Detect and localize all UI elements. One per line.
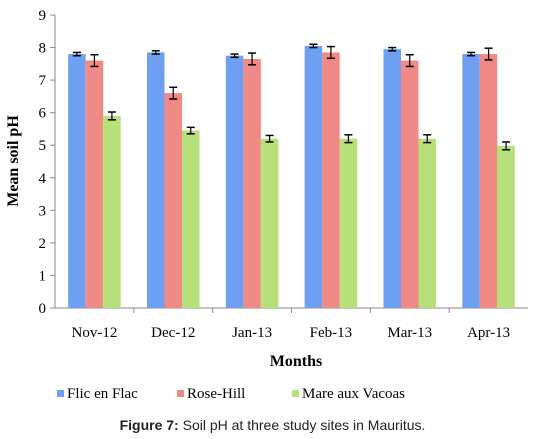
- plot-area: 0 1 2 3 4 5 6 7 8 9 Nov-12 Dec-12 Jan-13 Feb-13 Mar-13…: [39, 8, 528, 341]
- bar-rose-hill: [243, 58, 261, 309]
- bar-rose-hill: [85, 60, 104, 309]
- legend-entry: Mare aux Vacoas: [302, 386, 405, 402]
- caption-text: Soil pH at three study sites in Mauritus…: [178, 417, 426, 433]
- bar-mare-aux-vacoas: [103, 115, 121, 308]
- bar-rose-hill: [479, 54, 498, 308]
- x-axis-title: Months: [270, 353, 322, 370]
- y-tick-label: 2: [39, 236, 47, 252]
- legend-swatch: [177, 390, 184, 397]
- legend-entry: Flic en Flac: [67, 386, 138, 402]
- caption-label: Figure 7:: [119, 417, 179, 433]
- bar-flic-en-flac: [462, 54, 480, 308]
- bar-chart: 0 1 2 3 4 5 6 7 8 9 Nov-12 Dec-12 Jan-13 Feb-13 Mar-13…: [5, 8, 528, 402]
- legend-swatch: [57, 390, 64, 397]
- bar-flic-en-flac: [68, 54, 86, 308]
- x-tick-label: Apr-13: [467, 325, 510, 341]
- y-tick-label: 3: [39, 203, 47, 219]
- y-tick-label: 5: [39, 138, 47, 154]
- bar-rose-hill: [401, 60, 419, 309]
- bar-mare-aux-vacoas: [182, 130, 200, 308]
- y-tick-label: 9: [39, 8, 47, 24]
- bar-mare-aux-vacoas: [339, 138, 358, 308]
- legend-entry: Rose-Hill: [187, 386, 245, 402]
- y-tick-label: 6: [39, 106, 47, 122]
- x-tick-label: Dec-12: [151, 325, 195, 341]
- y-axis-title: Mean soil pH: [5, 115, 22, 207]
- bar-rose-hill: [164, 93, 182, 308]
- figure-caption: Figure 7: Soil pH at three study sites i…: [0, 417, 545, 433]
- x-tick-label: Nov-12: [72, 325, 118, 341]
- legend: Flic en Flac Rose-Hill Mare aux Vacoas: [57, 386, 405, 402]
- bar-flic-en-flac: [383, 49, 401, 308]
- bar-flic-en-flac: [147, 52, 165, 308]
- x-tick-label: Feb-13: [310, 325, 353, 341]
- y-tick-label: 0: [39, 301, 47, 317]
- x-tick-label: Mar-13: [387, 325, 432, 341]
- legend-swatch: [292, 390, 299, 397]
- bar-flic-en-flac: [225, 55, 244, 308]
- bar-flic-en-flac: [304, 45, 323, 309]
- x-tick-label: Jan-13: [232, 325, 272, 341]
- y-tick-label: 4: [39, 171, 47, 187]
- y-tick-label: 8: [39, 41, 47, 57]
- bar-rose-hill: [322, 52, 340, 308]
- y-tick-label: 1: [39, 268, 47, 284]
- bar-mare-aux-vacoas: [497, 145, 515, 308]
- bar-mare-aux-vacoas: [260, 138, 279, 308]
- bar-mare-aux-vacoas: [418, 138, 436, 308]
- y-tick-label: 7: [39, 73, 47, 89]
